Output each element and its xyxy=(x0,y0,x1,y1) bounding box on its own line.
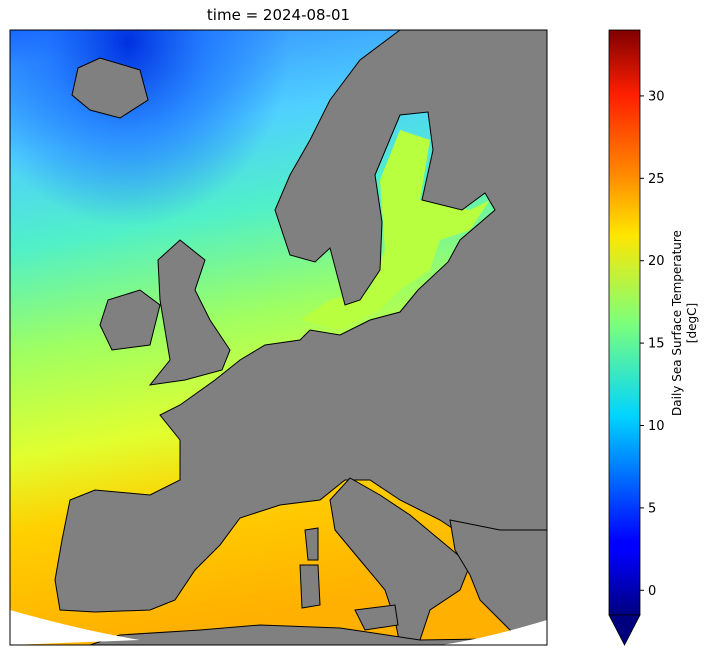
colorbar-gradient xyxy=(608,29,641,616)
colorbar-tick-label: 25 xyxy=(648,172,665,187)
colorbar-tick-label: 5 xyxy=(648,501,656,516)
no-data-region xyxy=(10,610,140,645)
baltic-sea xyxy=(300,130,490,330)
colorbar-label-line1: Daily Sea Surface Temperature xyxy=(670,230,684,416)
colorbar-tick-label: 20 xyxy=(648,254,665,269)
colorbar-label-line2: [degC] xyxy=(685,302,699,344)
colorbar-tick-label: 15 xyxy=(648,337,665,352)
map-frame xyxy=(9,29,548,646)
colorbar-extend-min xyxy=(608,614,641,646)
land xyxy=(54,30,547,645)
colorbar-tick-label: 10 xyxy=(648,419,665,434)
colorbar: 0 5 10 15 20 25 30 xyxy=(608,29,665,646)
colorbar-tick-label: 0 xyxy=(648,584,656,599)
colorbar-label: Daily Sea Surface Temperature [degC] xyxy=(670,203,700,443)
colorbar-tick-label: 30 xyxy=(648,89,665,104)
map-title: time = 2024-08-01 xyxy=(206,6,351,24)
no-data-region-right xyxy=(440,620,547,645)
